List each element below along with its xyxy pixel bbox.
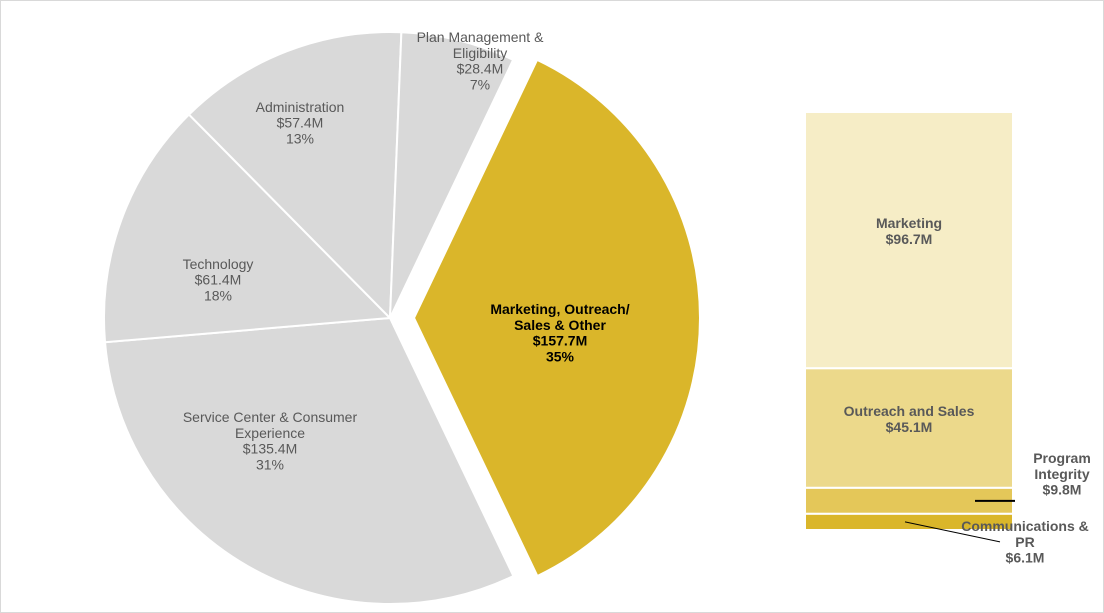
label-name: Communications & PR — [961, 518, 1089, 550]
bar-segment — [804, 367, 1014, 489]
share-label: 31% — [256, 457, 284, 473]
bar-segment — [804, 512, 1014, 531]
value-label: $96.7M — [886, 231, 933, 247]
pie-slice — [103, 113, 393, 344]
pie-slice — [187, 31, 403, 321]
bar-segment — [804, 111, 1014, 370]
pie-slice — [389, 31, 515, 319]
label-name: Plan Management & Eligibility — [417, 29, 545, 61]
share-label: 13% — [286, 131, 314, 147]
label-name: Marketing, Outreach/Sales & Other — [490, 301, 629, 333]
share-label: 7% — [470, 77, 490, 93]
label-name: Service Center & Consumer Experience — [183, 409, 358, 441]
label-name: Technology — [183, 256, 254, 272]
share-label: 35% — [546, 349, 575, 365]
value-label: $61.4M — [195, 272, 242, 288]
label-name: Administration — [256, 99, 345, 115]
value-label: $28.4M — [457, 61, 504, 77]
value-label: $9.8M — [1043, 482, 1082, 498]
pie-slice — [103, 316, 515, 605]
leader-line — [904, 521, 1001, 543]
value-label: $135.4M — [243, 441, 297, 457]
value-label: $57.4M — [277, 115, 324, 131]
label-name: Program Integrity — [1033, 450, 1091, 482]
value-label: $157.7M — [533, 333, 587, 349]
share-label: 18% — [204, 288, 232, 304]
pie-slice — [412, 58, 701, 578]
value-label: $45.1M — [886, 419, 933, 435]
value-label: $6.1M — [1006, 550, 1045, 566]
label-name: Marketing — [876, 215, 942, 231]
label-name: Outreach and Sales — [844, 403, 975, 419]
